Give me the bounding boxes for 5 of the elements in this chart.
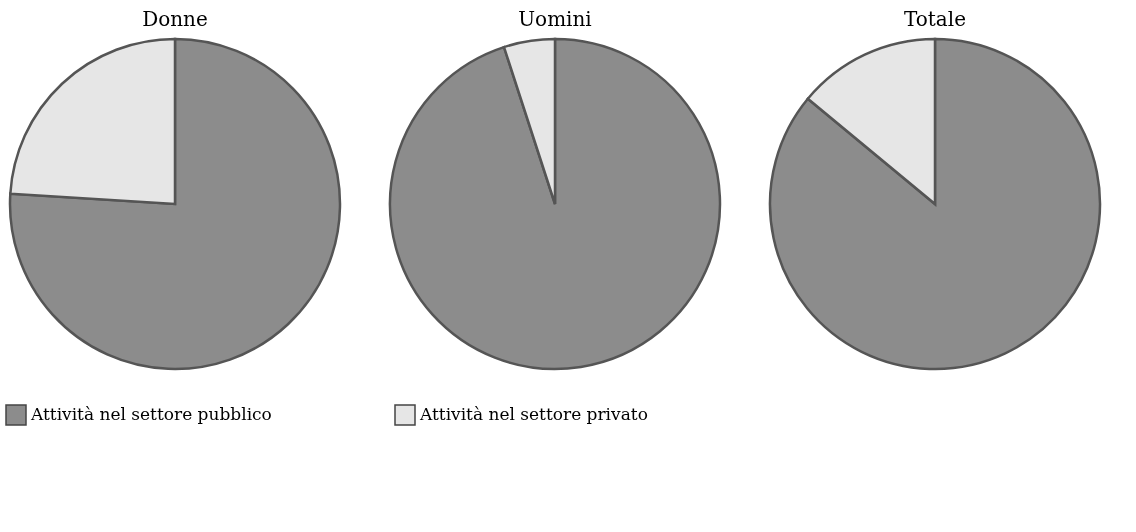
slice-label: Uomini [518, 7, 592, 31]
slice-label: Totale [903, 7, 967, 31]
legend-label: Attività nel settore privato [419, 404, 648, 424]
legend-label: Attività nel settore pubblico [30, 404, 272, 424]
slice-label: Donne [142, 7, 208, 31]
